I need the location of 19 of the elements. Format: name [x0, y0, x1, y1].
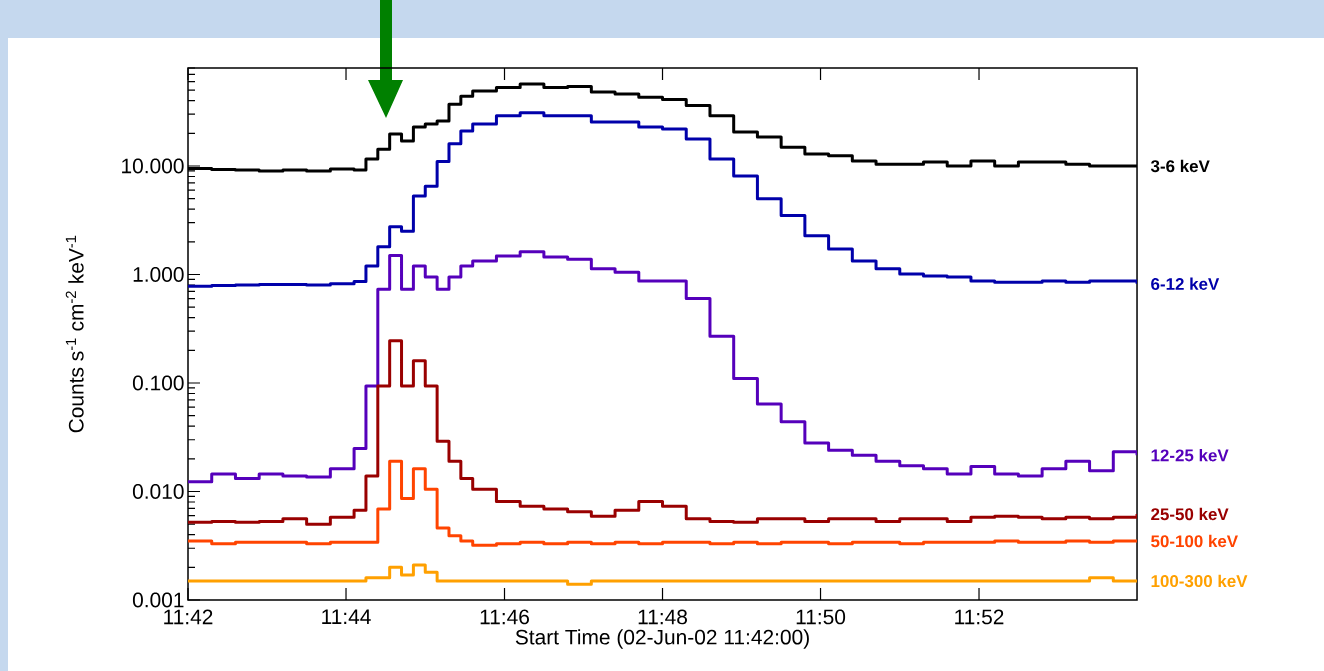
x-tick-label: 11:52: [955, 609, 1004, 625]
series-label: 25-50 keV: [1151, 507, 1229, 521]
series-label: 6-12 keV: [1151, 277, 1220, 291]
y-tick-label: 0.010: [132, 484, 184, 499]
x-tick-label: 11:46: [480, 609, 529, 625]
x-axis-title: Start Time (02-Jun-02 11:42:00): [515, 629, 809, 649]
x-tick-label: 11:48: [638, 609, 687, 625]
series-label: 12-25 keV: [1151, 448, 1229, 462]
y-tick-label: 0.100: [132, 375, 184, 391]
y-axis-title: Counts s$^{-1}$ cm$^{-2}$ keV$^{-1}$: [65, 235, 84, 433]
series-label: 100-300 keV: [1151, 574, 1248, 588]
x-tick-label: 11:44: [322, 609, 371, 624]
series-label: 3-6 keV: [1150, 159, 1210, 173]
y-tick-label: 10.000: [122, 158, 184, 174]
y-tick-label: 1.000: [133, 267, 184, 282]
x-tick-label: 11:42: [164, 609, 213, 625]
series-label: 50-100 keV: [1151, 534, 1238, 548]
x-tick-label: 11:50: [796, 609, 846, 625]
y-tick-label: 0.001: [132, 592, 184, 608]
